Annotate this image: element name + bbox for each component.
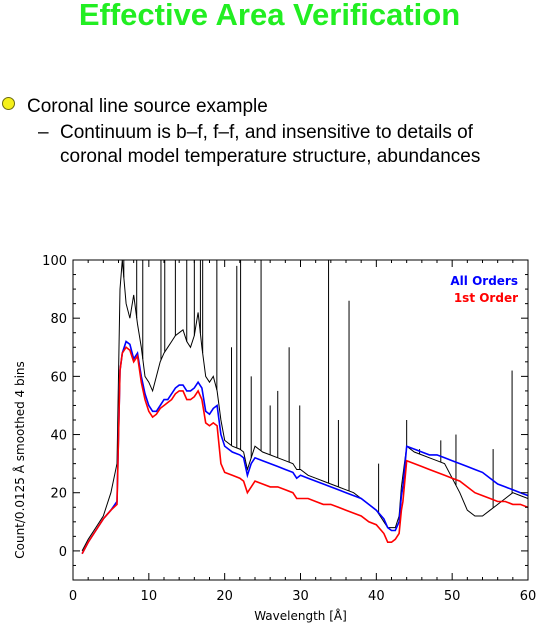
x-tick-label: 40 — [368, 589, 385, 604]
y-tick-label: 60 — [50, 370, 67, 385]
x-tick-label: 10 — [141, 589, 158, 604]
plot-frame — [72, 259, 529, 581]
y-tick-label: 40 — [50, 429, 67, 444]
series-layer — [81, 260, 528, 555]
x-axis-label: Wavelength [Å] — [254, 608, 347, 623]
ticks-layer: 0 10 20 30 40 50 60 0 20 40 60 80 100 — [42, 254, 536, 604]
series-all-orders-line — [81, 340, 528, 555]
x-tick-label: 60 — [520, 589, 537, 604]
series-data-line — [81, 260, 528, 552]
sub-bullet-line-2: coronal model temperature structure, abu… — [60, 146, 481, 167]
y-tick-label: 100 — [42, 254, 67, 269]
bullet-item: Coronal line source example — [2, 96, 268, 118]
legend-first-order: 1st Order — [454, 291, 518, 305]
bullet-dot-icon — [2, 97, 15, 110]
y-tick-label: 0 — [59, 545, 67, 560]
slide-title: Effective Area Verification — [78, 0, 461, 32]
y-tick-label: 20 — [50, 487, 67, 502]
sub-bullet-dash: – — [38, 122, 49, 143]
sub-bullet-line-1: Continuum is b–f, f–f, and insensitive t… — [60, 122, 473, 143]
x-tick-label: 50 — [444, 589, 461, 604]
y-tick-label: 80 — [50, 312, 67, 327]
series-first-order-line — [81, 346, 528, 555]
y-axis-label: Count/0.0125 Å smoothed 4 bins — [12, 361, 27, 559]
x-tick-label: 30 — [292, 589, 309, 604]
x-tick-label: 20 — [216, 589, 233, 604]
legend-all-orders: All Orders — [450, 274, 518, 288]
x-tick-label: 0 — [69, 589, 77, 604]
bullet-text: Coronal line source example — [27, 96, 268, 117]
